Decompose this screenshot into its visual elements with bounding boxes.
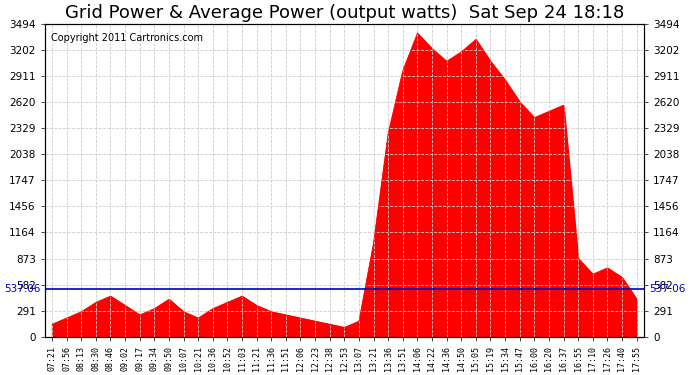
- Text: 537.06: 537.06: [4, 284, 41, 294]
- Text: 537.06: 537.06: [649, 284, 686, 294]
- Title: Grid Power & Average Power (output watts)  Sat Sep 24 18:18: Grid Power & Average Power (output watts…: [65, 4, 624, 22]
- Text: Copyright 2011 Cartronics.com: Copyright 2011 Cartronics.com: [50, 33, 203, 43]
